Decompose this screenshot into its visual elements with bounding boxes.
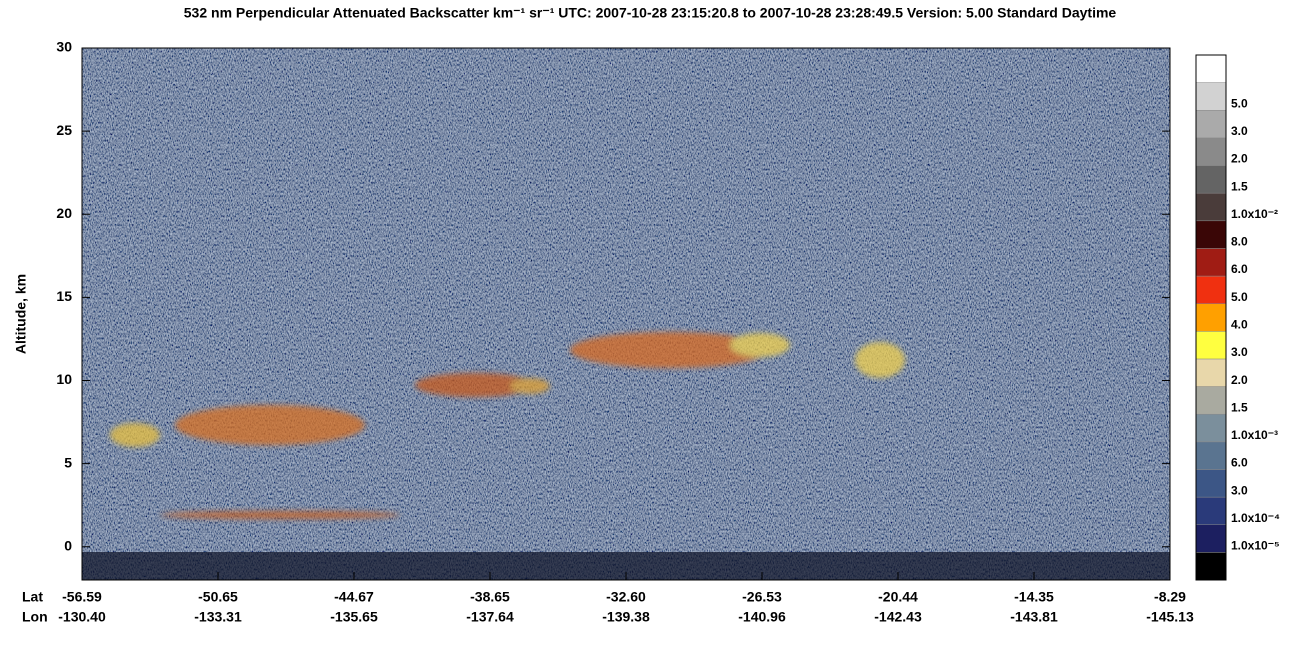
colorbar-label: 3.0: [1231, 483, 1248, 497]
colorbar-box: [1195, 358, 1227, 387]
lat-label: -56.59: [62, 589, 102, 605]
x-row-label: Lon: [22, 609, 48, 625]
y-tick-label: 0: [64, 537, 72, 553]
colorbar-label: 8.0: [1231, 235, 1248, 249]
colorbar-label: 6.0: [1231, 262, 1248, 276]
x-row-label: Lat: [22, 589, 43, 605]
colorbar-label: 1.5: [1231, 179, 1248, 193]
y-tick-label: 30: [56, 39, 72, 55]
lat-label: -20.44: [878, 589, 918, 605]
lon-label: -142.43: [874, 609, 922, 625]
lat-label: -44.67: [334, 589, 374, 605]
colorbar-box: [1195, 137, 1227, 166]
lon-label: -140.96: [738, 609, 786, 625]
chart-title: 532 nm Perpendicular Attenuated Backscat…: [184, 5, 1117, 21]
colorbar-box: [1195, 110, 1227, 139]
lat-label: -8.29: [1154, 589, 1186, 605]
colorbar-label: 4.0: [1231, 317, 1248, 331]
colorbar-box: [1195, 496, 1227, 525]
y-tick-label: 25: [56, 122, 72, 138]
y-tick-label: 10: [56, 371, 72, 387]
colorbar-box: [1195, 165, 1227, 194]
lat-label: -38.65: [470, 589, 510, 605]
colorbar-frame: [1195, 54, 1227, 581]
lat-label: -32.60: [606, 589, 646, 605]
lat-label: -26.53: [742, 589, 782, 605]
colorbar-label: 1.0x10⁻³: [1231, 428, 1278, 442]
colorbar-box: [1195, 275, 1227, 304]
lon-label: -135.65: [330, 609, 378, 625]
lon-label: -137.64: [466, 609, 514, 625]
colorbar-label: 3.0: [1231, 124, 1248, 138]
colorbar-label: 1.5: [1231, 400, 1248, 414]
y-tick-label: 20: [56, 205, 72, 221]
y-axis-label: Altitude, km: [13, 274, 29, 354]
colorbar-label: 1.0x10⁻⁵: [1231, 539, 1280, 553]
colorbar-box: [1195, 524, 1227, 553]
lat-label: -50.65: [198, 589, 238, 605]
y-tick-label: 15: [56, 288, 72, 304]
colorbar-box: [1195, 386, 1227, 415]
colorbar-label: 1.0x10⁻⁴: [1231, 511, 1280, 525]
colorbar-box: [1195, 54, 1227, 83]
lat-label: -14.35: [1014, 589, 1054, 605]
colorbar-label: 2.0: [1231, 373, 1248, 387]
colorbar-box: [1195, 248, 1227, 277]
lon-label: -130.40: [58, 609, 106, 625]
lon-label: -145.13: [1146, 609, 1194, 625]
colorbar-label: 3.0: [1231, 345, 1248, 359]
colorbar-label: 5.0: [1231, 290, 1248, 304]
colorbar-box: [1195, 220, 1227, 249]
colorbar-box: [1195, 441, 1227, 470]
colorbar-label: 6.0: [1231, 456, 1248, 470]
colorbar-label: 2.0: [1231, 152, 1248, 166]
colorbar-box: [1195, 552, 1227, 581]
lon-label: -143.81: [1010, 609, 1058, 625]
colorbar-box: [1195, 413, 1227, 443]
colorbar-box: [1195, 469, 1227, 498]
colorbar-label: 5.0: [1231, 96, 1248, 110]
plot-background: [82, 48, 1170, 580]
colorbar-box: [1195, 82, 1227, 111]
y-tick-label: 5: [64, 454, 72, 470]
colorbar-label: 1.0x10⁻²: [1231, 207, 1278, 221]
colorbar-box: [1195, 331, 1227, 360]
lon-label: -139.38: [602, 609, 650, 625]
colorbar-box: [1195, 303, 1227, 332]
colorbar-box: [1195, 192, 1227, 222]
lon-label: -133.31: [194, 609, 242, 625]
